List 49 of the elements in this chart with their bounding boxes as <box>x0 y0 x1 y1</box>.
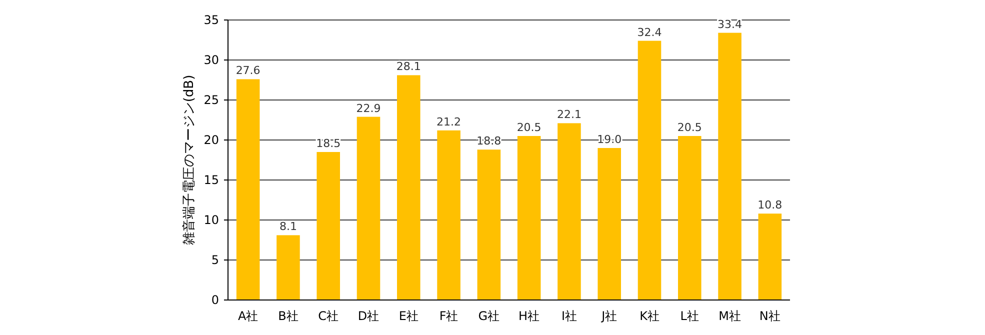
data-label: 22.1 <box>556 108 582 122</box>
bar <box>638 40 662 300</box>
y-tick-label: 15 <box>204 173 219 188</box>
y-tick-label: 0 <box>211 293 219 308</box>
x-tick-label: N社 <box>759 309 780 323</box>
x-tick-label: J社 <box>600 309 618 323</box>
bar <box>356 116 380 300</box>
y-tick-label: 10 <box>204 213 219 228</box>
data-label: 8.1 <box>279 220 297 234</box>
data-label: 32.4 <box>637 26 662 39</box>
bar <box>517 136 541 300</box>
data-label: 27.6 <box>236 64 260 78</box>
bar <box>276 235 300 300</box>
y-tick-label: 20 <box>204 133 219 148</box>
y-tick-label: 30 <box>204 53 219 68</box>
bar <box>477 150 501 300</box>
x-tick-label: M社 <box>718 309 741 323</box>
bar <box>678 136 702 300</box>
x-tick-label: F社 <box>439 309 458 323</box>
data-label: 33.4 <box>718 18 742 31</box>
y-tick-label: 35 <box>204 13 219 28</box>
x-tick-label: K社 <box>640 309 660 323</box>
x-tick-label: A社 <box>238 309 258 323</box>
x-tick-label: I社 <box>561 309 577 323</box>
bar <box>558 123 581 300</box>
data-label: 28.1 <box>396 60 421 74</box>
bar <box>598 148 621 300</box>
y-tick-label: 5 <box>211 253 219 268</box>
bar <box>397 75 420 300</box>
x-tick-label: B社 <box>278 309 298 323</box>
bar <box>236 79 260 300</box>
bar <box>316 152 340 300</box>
data-label: 18.5 <box>316 137 341 150</box>
data-label: 20.5 <box>677 121 702 134</box>
y-tick-label: 25 <box>204 93 219 108</box>
bar <box>718 32 742 300</box>
data-label: 22.9 <box>356 102 381 115</box>
y-axis-title: 雑音端子電圧のマージン(dB) <box>182 74 197 246</box>
data-label: 21.2 <box>436 115 462 128</box>
x-tick-label: H社 <box>518 309 540 323</box>
x-tick-label: C社 <box>318 309 339 323</box>
data-label: 20.5 <box>516 121 542 134</box>
x-tick-label: D社 <box>358 309 380 323</box>
bar <box>758 214 782 300</box>
x-tick-label: G社 <box>478 309 500 323</box>
x-tick-label: L社 <box>680 309 699 323</box>
bar <box>437 130 460 300</box>
data-label: 10.8 <box>758 198 782 212</box>
x-tick-label: E社 <box>398 309 418 323</box>
